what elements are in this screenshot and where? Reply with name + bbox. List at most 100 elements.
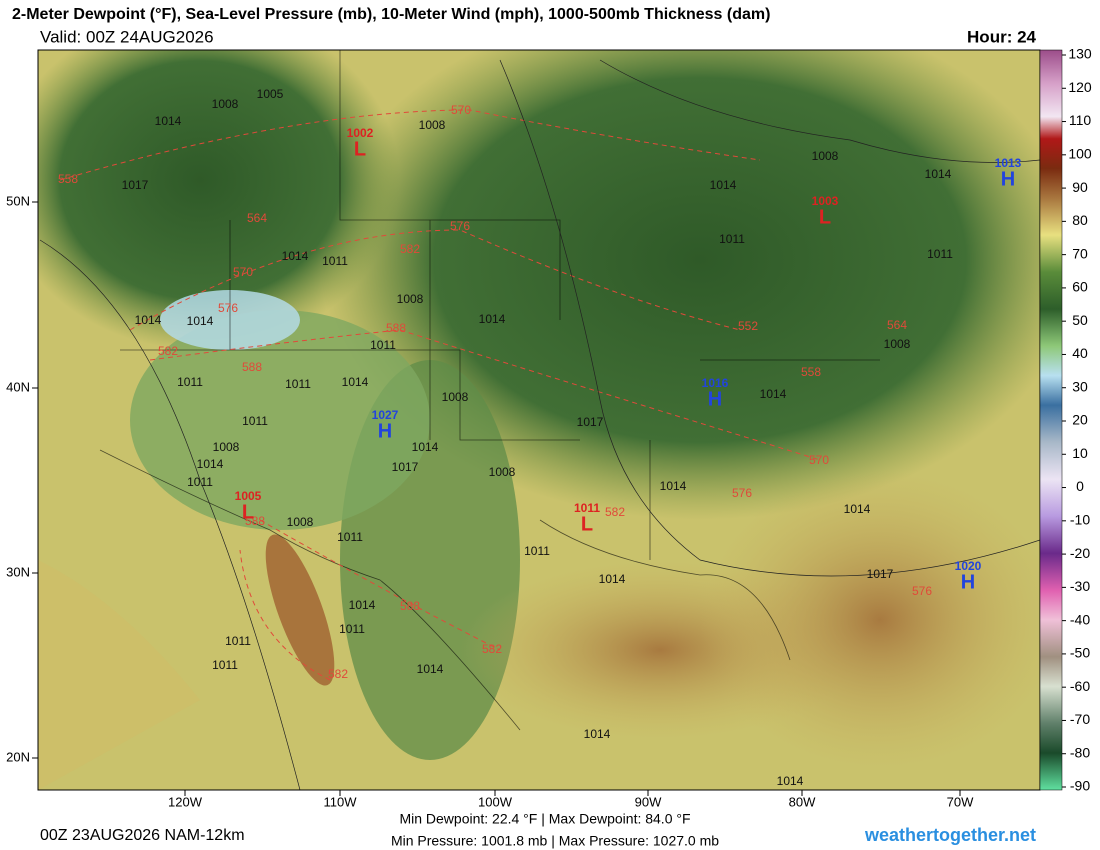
isobar-label: 1008 — [812, 149, 839, 163]
isobar-label: 1017 — [122, 178, 149, 192]
lon-label: 70W — [947, 794, 974, 809]
colorbar-label: -80 — [1070, 744, 1090, 760]
isobar-label: 1014 — [282, 249, 309, 263]
isobar-label: 1008 — [213, 440, 240, 454]
pressure-range: Min Pressure: 1001.8 mb | Max Pressure: … — [391, 833, 719, 849]
thickness-label: 582 — [328, 667, 348, 681]
thickness-label: 576 — [218, 301, 238, 315]
colorbar — [1039, 49, 1063, 791]
isobar-label: 1011 — [322, 254, 348, 268]
isobar-label: 1008 — [884, 337, 911, 351]
colorbar-label: 110 — [1069, 112, 1092, 128]
thickness-label: 570 — [451, 103, 471, 117]
colorbar-label: -10 — [1070, 512, 1090, 528]
colorbar-label: 50 — [1072, 312, 1088, 328]
isobar-label: 1014 — [710, 178, 737, 192]
colorbar-label: 130 — [1068, 46, 1092, 62]
thickness-label: 564 — [887, 318, 907, 332]
isobar-label: 1008 — [212, 97, 239, 111]
system-symbol: H — [961, 571, 975, 593]
lat-label: 40N — [6, 379, 30, 394]
system-symbol: H — [1001, 168, 1015, 190]
isobar-label: 1011 — [524, 544, 550, 558]
colorbar-label: -60 — [1070, 678, 1090, 694]
thickness-label: 576 — [732, 486, 752, 500]
system-pressure: 1003 — [812, 194, 839, 208]
isobar-label: 1017 — [577, 415, 604, 429]
isobar-label: 1011 — [370, 338, 396, 352]
colorbar-label: -90 — [1070, 778, 1090, 794]
isobar-label: 1014 — [342, 375, 369, 389]
system-symbol: H — [708, 388, 722, 410]
thickness-label: 588 — [242, 360, 262, 374]
thickness-label: 570 — [233, 265, 253, 279]
thickness-label: 576 — [450, 219, 470, 233]
colorbar-label: 80 — [1072, 212, 1088, 228]
lon-label: 110W — [324, 794, 358, 809]
colorbar-label: 100 — [1068, 146, 1092, 162]
isobar-label: 1014 — [155, 114, 182, 128]
colorbar-label: 40 — [1072, 345, 1088, 361]
isobar-label: 1008 — [442, 390, 469, 404]
colorbar-label: 30 — [1072, 378, 1088, 394]
isobar-label: 1014 — [599, 572, 626, 586]
isobar-label: 1011 — [927, 247, 953, 261]
colorbar-label: 90 — [1072, 179, 1088, 195]
system-symbol: H — [378, 420, 392, 442]
thickness-label: 558 — [801, 365, 821, 379]
isobar-label: 1005 — [257, 87, 284, 101]
system-symbol: L — [819, 206, 831, 228]
lon-label: 80W — [789, 794, 816, 809]
isobar-label: 1014 — [777, 774, 804, 788]
isobar-label: 1011 — [337, 530, 363, 544]
isobar-label: 1011 — [285, 377, 311, 391]
isobar-label: 1014 — [584, 727, 611, 741]
lat-label: 30N — [6, 564, 30, 579]
isobar-label: 1011 — [187, 475, 213, 489]
site-credit: weathertogether.net — [864, 825, 1036, 845]
colorbar-label: 0 — [1076, 478, 1084, 494]
system-pressure: 1020 — [955, 559, 982, 573]
lon-label: 120W — [168, 794, 203, 809]
thickness-label: 552 — [738, 319, 758, 333]
model-run: 00Z 23AUG2026 NAM-12km — [40, 827, 245, 844]
valid-time: Valid: 00Z 24AUG2026 — [40, 27, 214, 46]
thickness-label: 576 — [912, 584, 932, 598]
isobar-label: 1011 — [339, 622, 365, 636]
system-symbol: L — [242, 501, 254, 523]
isobar-label: 1017 — [867, 567, 894, 581]
colorbar-label: 10 — [1072, 445, 1088, 461]
thickness-label: 588 — [386, 321, 406, 335]
system-pressure: 1002 — [347, 126, 374, 140]
isobar-label: 1014 — [417, 662, 444, 676]
isobar-label: 1014 — [135, 313, 162, 327]
isobar-label: 1014 — [479, 312, 506, 326]
isobar-label: 1011 — [719, 232, 745, 246]
isobar-label: 1014 — [844, 502, 871, 516]
isobar-label: 1014 — [760, 387, 787, 401]
isobar-label: 1014 — [349, 598, 376, 612]
thickness-label: 570 — [809, 453, 829, 467]
thickness-label: 582 — [158, 344, 178, 358]
lat-label: 20N — [6, 749, 30, 764]
system-symbol: L — [354, 138, 366, 160]
thickness-label: 558 — [58, 172, 78, 186]
isobar-label: 1011 — [225, 634, 251, 648]
title: 2-Meter Dewpoint (°F), Sea-Level Pressur… — [12, 6, 770, 23]
thickness-label: 588 — [400, 599, 420, 613]
isobar-label: 1011 — [212, 658, 238, 672]
isobar-label: 1008 — [489, 465, 516, 479]
system-pressure: 1016 — [702, 376, 729, 390]
map-area — [38, 50, 1040, 790]
colorbar-label: -50 — [1070, 645, 1090, 661]
isobar-label: 1014 — [660, 479, 687, 493]
isobar-label: 1008 — [419, 118, 446, 132]
colorbar-label: -70 — [1070, 711, 1090, 727]
colorbar-label: -30 — [1070, 578, 1090, 594]
lon-label: 90W — [635, 794, 662, 809]
isobar-label: 1017 — [392, 460, 419, 474]
isobar-label: 1014 — [412, 440, 439, 454]
colorbar-label: -20 — [1070, 545, 1090, 561]
system-symbol: L — [581, 513, 593, 535]
